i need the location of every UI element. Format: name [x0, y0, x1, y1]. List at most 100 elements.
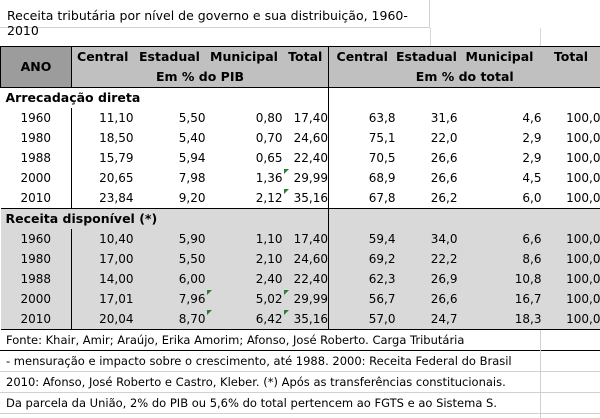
cell-estadual-share: 26,6: [395, 289, 458, 309]
section-row: Arrecadação direta: [0, 87, 600, 108]
cell-total-share: 100,0: [566, 131, 600, 145]
subheader-pib: Em % do PIB: [71, 67, 329, 88]
cell-year: 1988: [0, 269, 72, 289]
cell-total-pib: 29,99: [282, 289, 329, 309]
footnote-line: Da parcela da União, 2% do PIB ou 5,6% d…: [0, 393, 600, 414]
cell-estadual-share: 34,0: [395, 229, 458, 249]
col-header-municipal: Municipal: [457, 46, 542, 67]
table-title: Receita tributária por nível de governo …: [0, 0, 430, 38]
section-label: Receita disponível (*): [0, 208, 283, 229]
cell-year: 2010: [0, 188, 72, 209]
table-row: 2010 20,04 8,70 6,42 35,16 57,0 24,7 18,3 100,0: [0, 309, 600, 330]
table-row: 1980 18,50 5,40 0,70 24,60 75,1 22,0 2,9 100,0: [0, 128, 600, 148]
cell-estadual-pib: 7,98: [178, 171, 206, 185]
cell-estadual-share: 22,2: [395, 249, 458, 269]
cell-estadual-pib: 5,90: [133, 229, 206, 249]
col-header-estadual: Estadual: [133, 46, 206, 67]
cell-central-share: 62,3: [328, 269, 396, 289]
cell-municipal-share: 18,3: [457, 309, 542, 330]
col-header-central: Central: [71, 46, 134, 67]
cell-central-share: 67,8: [328, 188, 396, 209]
cell-total-share: 100,0: [541, 309, 600, 330]
section-spacer: [282, 208, 329, 229]
cell-estadual-share: 26,9: [395, 269, 458, 289]
cell-central-share: 75,1: [368, 131, 396, 145]
cell-estadual-share: 22,0: [430, 131, 458, 145]
section-spacer: [328, 208, 600, 229]
cell-total-pib: 24,60: [282, 128, 329, 148]
cell-total-pib: 17,40: [282, 108, 329, 128]
col-header-ano: ANO: [0, 46, 72, 88]
footnotes: Fonte: Khair, Amir; Araújo, Erika Amorim…: [0, 330, 600, 414]
cell-estadual-share: 26,6: [430, 151, 458, 165]
cell-estadual-pib: 6,00: [133, 269, 206, 289]
cell-total-pib: 24,60: [282, 249, 329, 269]
cell-municipal-share: 2,9: [522, 151, 542, 165]
cell-municipal-pib: 2,10: [205, 249, 283, 269]
cell-central-pib: 10,40: [71, 229, 134, 249]
table-row: 2000 17,01 7,96 5,02 29,99 56,7 26,6 16,7 100,0: [0, 289, 600, 309]
cell-municipal-share: 2,9: [522, 131, 542, 145]
cell-total-share: 100,0: [541, 289, 600, 309]
cell-year: 1980: [0, 249, 72, 269]
cell-estadual-share: 26,6: [430, 171, 458, 185]
cell-total-share: 100,0: [541, 229, 600, 249]
cell-municipal-pib: 0,70: [255, 131, 283, 145]
cell-total-share: 100,0: [566, 171, 600, 185]
footnote-line: Fonte: Khair, Amir; Araújo, Erika Amorim…: [0, 330, 600, 351]
cell-year: 1960: [0, 229, 72, 249]
section-row: Receita disponível (*): [0, 208, 600, 229]
footnote-line: 2010: Afonso, José Roberto e Castro, Kle…: [0, 372, 600, 393]
subheader-row: Em % do PIB Em % do total: [1, 67, 600, 88]
sheet-gridline: [540, 28, 541, 46]
cell-total-share: 100,0: [541, 188, 600, 209]
cell-central-pib: 14,00: [71, 269, 134, 289]
cell-municipal-share: 16,7: [457, 289, 542, 309]
cell-total-share: 100,0: [566, 151, 600, 165]
cell-total-share: 100,0: [541, 269, 600, 289]
cell-central-pib: 15,79: [99, 151, 134, 165]
cell-municipal-pib: 2,40: [205, 269, 283, 289]
col-header-central: Central: [328, 46, 396, 67]
col-header-estadual: Estadual: [395, 46, 458, 67]
cell-central-pib: 20,04: [71, 309, 134, 330]
col-header-municipal: Municipal: [205, 46, 283, 67]
cell-central-share: 69,2: [328, 249, 396, 269]
cell-central-share: 56,7: [328, 289, 396, 309]
cell-central-share: 63,8: [368, 111, 396, 125]
table-row: 2010 23,84 9,20 2,12 35,16 67,8 26,2 6,0 100,0: [0, 188, 600, 209]
cell-total-pib: 35,16: [282, 309, 329, 330]
cell-year: 2000: [0, 168, 72, 188]
cell-municipal-pib: 5,02: [205, 289, 283, 309]
cell-municipal-share: 4,6: [522, 111, 542, 125]
cell-estadual-pib: 8,70: [133, 309, 206, 330]
cell-central-share: 68,9: [368, 171, 396, 185]
cell-year: 1980: [0, 128, 72, 148]
cell-central-pib: 17,01: [71, 289, 134, 309]
cell-municipal-pib: 6,42: [205, 309, 283, 330]
table-row: 1988 14,00 6,00 2,40 22,40 62,3 26,9 10,8 100,0: [0, 269, 600, 289]
cell-central-pib: 20,65: [99, 171, 134, 185]
table-row: 1988 15,79 5,94 0,65 22,40 70,5 26,6 2,9 100,0: [0, 148, 600, 168]
cell-year: 2010: [0, 309, 72, 330]
cell-total-pib: 35,16: [282, 188, 329, 209]
col-header-total: Total: [282, 46, 329, 67]
table-row: 1980 17,00 5,50 2,10 24,60 69,2 22,2 8,6 100,0: [0, 249, 600, 269]
cell-central-share: 59,4: [328, 229, 396, 249]
cell-central-pib: 11,10: [99, 111, 134, 125]
section-spacer: [282, 87, 329, 108]
cell-municipal-pib: 2,12: [205, 188, 283, 209]
cell-total-pib: 29,99: [282, 168, 329, 188]
cell-municipal-pib: 0,65: [255, 151, 283, 165]
table-row: 2000 20,65 7,98 1,36 29,99 68,9 26,6 4,5 100,0: [0, 168, 600, 188]
cell-year: 1988: [0, 148, 72, 168]
cell-central-pib: 18,50: [99, 131, 134, 145]
cell-municipal-share: 6,0: [457, 188, 542, 209]
cell-estadual-share: 26,2: [395, 188, 458, 209]
cell-year: 2000: [0, 289, 72, 309]
cell-estadual-pib: 5,50: [133, 249, 206, 269]
table-row: 1960 11,10 5,50 0,80 17,40 63,8 31,6 4,6 100,0: [0, 108, 600, 128]
cell-estadual-pib: 5,50: [178, 111, 206, 125]
cell-municipal-pib: 1,10: [205, 229, 283, 249]
header-row: ANO Central Estadual Municipal Total Cen…: [0, 46, 600, 88]
